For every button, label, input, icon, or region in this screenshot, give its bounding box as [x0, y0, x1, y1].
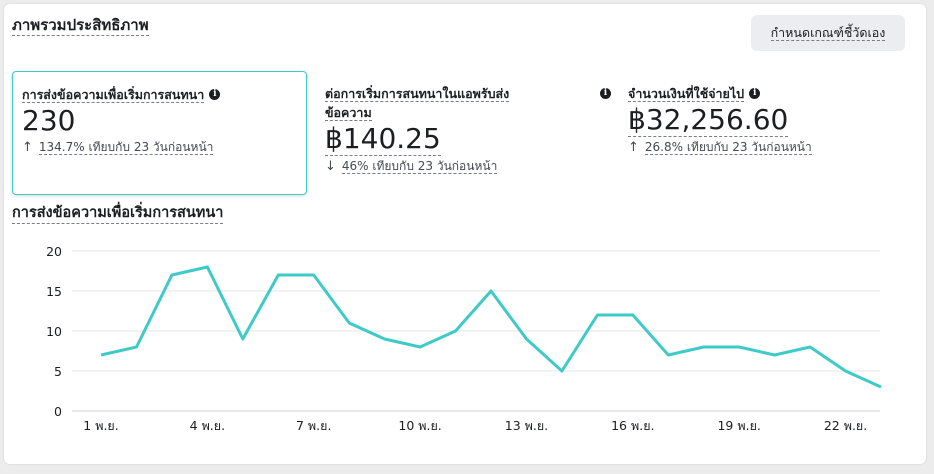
- performance-overview-card: [4, 4, 926, 464]
- metric-change: ↑ 134.7% เทียบกับ 23 วันก่อนหน้า: [22, 140, 306, 156]
- data-point[interactable]: [769, 349, 781, 361]
- metric-change-text: 26.8% เทียบกับ 23 วันก่อนหน้า: [644, 140, 812, 156]
- x-tick-label: 13 พ.ย.: [505, 418, 548, 433]
- data-point[interactable]: [237, 333, 249, 345]
- metric-change: ↑ 26.8% เทียบกับ 23 วันก่อนหน้า: [628, 140, 908, 156]
- metric-card-cost-per-conversation[interactable]: ต่อการเริ่มการสนทนาในแอพรับส่ง ข้อความ i…: [314, 71, 614, 195]
- data-point[interactable]: [840, 365, 852, 377]
- data-point[interactable]: [591, 309, 603, 321]
- x-tick-label: 1 พ.ย.: [83, 418, 118, 433]
- y-tick-label: 5: [54, 364, 62, 379]
- data-point[interactable]: [308, 269, 320, 281]
- customize-metrics-label: กำหนดเกณฑ์ชี้วัดเอง: [770, 25, 886, 41]
- arrow-up-icon: ↑: [628, 140, 639, 155]
- y-tick-label: 20: [46, 244, 62, 259]
- metric-label: การส่งข้อความเพื่อเริ่มการสนทนา: [22, 87, 205, 103]
- metric-value: 230: [22, 104, 76, 137]
- data-point[interactable]: [130, 341, 142, 353]
- arrow-up-icon: ↑: [22, 140, 33, 155]
- metric-change-text: 134.7% เทียบกับ 23 วันก่อนหน้า: [38, 140, 214, 156]
- metric-card-amount-spent[interactable]: จำนวนเงินที่ใช้จ่ายไป i ฿32,256.60 ↑ 26.8…: [618, 71, 908, 195]
- metric-label-line2: ข้อความ: [325, 105, 372, 121]
- y-tick-label: 15: [46, 284, 62, 299]
- data-point[interactable]: [733, 341, 745, 353]
- metric-value: ฿140.25: [325, 122, 441, 156]
- x-tick-label: 16 พ.ย.: [611, 418, 654, 433]
- info-icon[interactable]: i: [600, 88, 611, 99]
- data-point[interactable]: [166, 269, 178, 281]
- data-point[interactable]: [379, 333, 391, 345]
- metric-card-conversations[interactable]: การส่งข้อความเพื่อเริ่มการสนทนา i 230 ↑ 1…: [12, 71, 307, 195]
- x-tick-label: 19 พ.ย.: [717, 418, 760, 433]
- x-tick-label: 22 พ.ย.: [824, 418, 867, 433]
- data-point[interactable]: [343, 317, 355, 329]
- customize-metrics-button[interactable]: กำหนดเกณฑ์ชี้วัดเอง: [751, 15, 905, 51]
- chart-title: การส่งข้อความเพื่อเริ่มการสนทนา: [12, 205, 224, 225]
- x-tick-label: 7 พ.ย.: [296, 418, 331, 433]
- info-icon[interactable]: i: [209, 89, 221, 100]
- metric-value: ฿32,256.60: [628, 103, 789, 137]
- metric-label: จำนวนเงินที่ใช้จ่ายไป: [628, 86, 745, 102]
- arrow-down-icon: ↓: [325, 159, 336, 174]
- data-point[interactable]: [804, 341, 816, 353]
- data-point[interactable]: [875, 381, 887, 393]
- data-point[interactable]: [556, 365, 568, 377]
- data-point[interactable]: [450, 325, 462, 337]
- series-line: [100, 265, 882, 389]
- x-tick-label: 10 พ.ย.: [398, 418, 441, 433]
- data-point[interactable]: [201, 261, 213, 273]
- y-tick-label: 10: [46, 324, 62, 339]
- data-point[interactable]: [272, 269, 284, 281]
- metric-change-text: 46% เทียบกับ 23 วันก่อนหน้า: [341, 159, 498, 175]
- y-tick-label: 0: [54, 404, 62, 419]
- data-point[interactable]: [662, 349, 674, 361]
- info-icon[interactable]: i: [749, 88, 761, 99]
- page-title: ภาพรวมประสิทธิภาพ: [12, 16, 149, 36]
- x-tick-label: 4 พ.ย.: [190, 418, 225, 433]
- metric-change: ↓ 46% เทียบกับ 23 วันก่อนหน้า: [325, 159, 614, 175]
- data-point[interactable]: [698, 341, 710, 353]
- data-point[interactable]: [520, 333, 532, 345]
- data-point[interactable]: [95, 349, 107, 361]
- data-point[interactable]: [414, 341, 426, 353]
- data-point[interactable]: [485, 285, 497, 297]
- metric-label-line1: ต่อการเริ่มการสนทนาในแอพรับส่ง: [325, 86, 510, 102]
- data-point[interactable]: [627, 309, 639, 321]
